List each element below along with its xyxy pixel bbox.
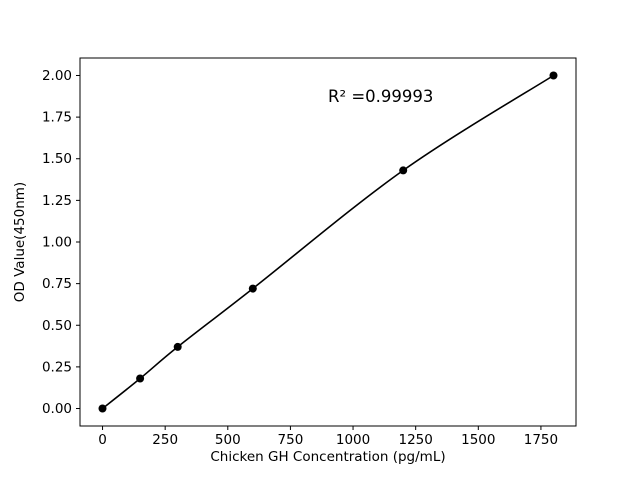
x-tick-label: 1000 [336,432,370,448]
axes-spines [79,57,577,427]
plot-area: 0 250 500 750 1000 1250 1500 1750 0.00 0.25 0.50 0.… [42,57,577,448]
y-tick-label: 0.50 [42,318,72,334]
y-tick-label: 1.75 [42,110,72,126]
y-axis-label: OD Value(450nm) [12,182,28,302]
x-tick-label: 1750 [524,432,558,448]
x-axis-label: Chicken GH Concentration (pg/mL) [210,449,445,465]
fit-curve [102,74,554,410]
data-point [399,166,408,175]
data-point [248,284,257,293]
x-tick-label: 1250 [398,432,432,448]
x-tick-label: 0 [98,432,107,448]
x-tick-label: 1500 [461,432,495,448]
y-tick-label: 0.25 [42,359,72,375]
r-squared-annotation: R² =0.99993 [328,87,433,106]
y-tick-label: 1.00 [42,235,72,251]
x-tick-label: 250 [152,432,178,448]
data-point [173,342,182,351]
y-tick-label: 0.75 [42,276,72,292]
data-point [136,374,145,383]
y-tick-label: 1.50 [42,151,72,167]
y-tick-label: 2.00 [42,68,72,84]
y-tick-label: 1.25 [42,193,72,209]
x-tick-label: 500 [215,432,241,448]
y-tick-label: 0.00 [42,401,72,417]
x-tick-label: 750 [278,432,304,448]
data-point [549,71,558,80]
data-point [98,404,107,413]
